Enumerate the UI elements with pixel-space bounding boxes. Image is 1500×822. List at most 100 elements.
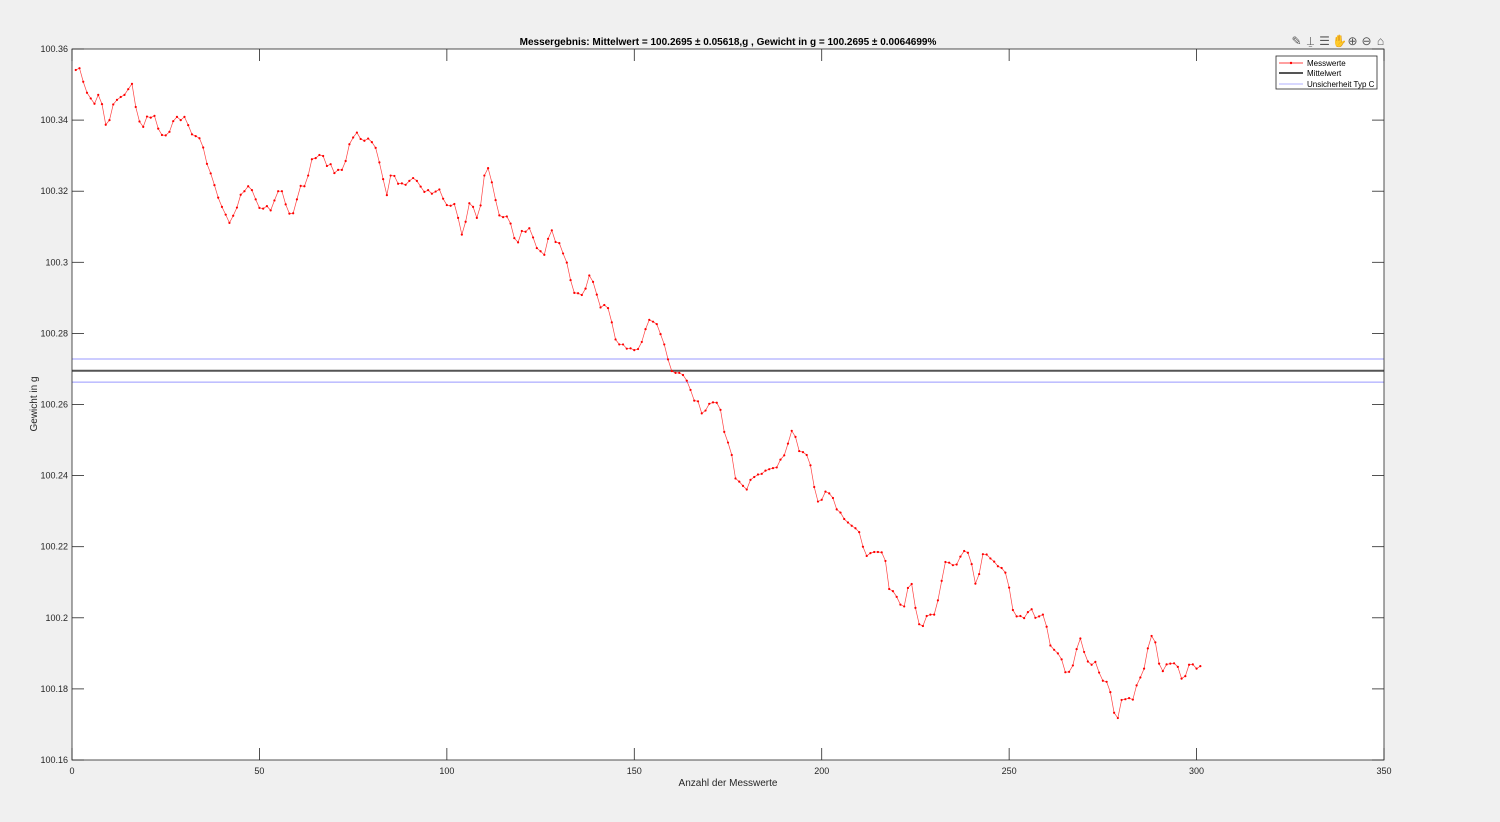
messwerte-point	[1034, 616, 1037, 619]
messwerte-point	[565, 261, 568, 264]
data-tip-icon[interactable]: ⍊	[1306, 34, 1315, 48]
messwerte-point	[1015, 615, 1018, 618]
messwerte-point	[1026, 611, 1029, 614]
messwerte-point	[453, 202, 456, 206]
messwerte-point	[899, 603, 902, 606]
zoom-in-icon[interactable]: ⊕	[1347, 34, 1358, 48]
messwerte-point	[412, 176, 415, 180]
messwerte-point	[858, 531, 861, 534]
messwerte-point	[468, 202, 471, 205]
messwerte-point	[232, 214, 235, 217]
plot-area[interactable]	[72, 49, 1384, 760]
pan-hand-icon[interactable]: ✋	[1332, 34, 1347, 48]
messwerte-point	[498, 214, 501, 217]
messwerte-point	[190, 133, 194, 136]
legend[interactable]: Messwerte Mittelwert Unsicherheit Typ C	[1275, 55, 1378, 90]
messwerte-point	[1184, 675, 1187, 678]
messwerte-point	[1101, 679, 1104, 682]
brush-icon[interactable]: ✎	[1291, 34, 1302, 48]
messwerte-point	[749, 478, 752, 481]
messwerte-point	[1094, 660, 1097, 663]
messwerte-point	[651, 320, 655, 323]
messwerte-point	[1150, 634, 1153, 638]
messwerte-point	[284, 203, 287, 206]
messwerte-point	[873, 550, 876, 554]
messwerte-point	[378, 161, 381, 164]
messwerte-point	[798, 449, 801, 453]
messwerte-point	[1154, 641, 1157, 644]
messwerte-point	[1120, 698, 1123, 702]
messwerte-point	[430, 192, 433, 195]
messwerte-point	[610, 321, 613, 324]
messwerte-point	[693, 399, 696, 402]
messwerte-point	[1113, 711, 1116, 714]
messwerte-point	[303, 185, 306, 188]
messwerte-point	[340, 168, 343, 171]
messwerte-point	[516, 241, 520, 244]
messwerte-point	[1041, 613, 1044, 616]
messwerte-point	[269, 209, 272, 212]
messwerte-point	[1139, 676, 1142, 679]
messwerte-point	[509, 222, 512, 225]
messwerte-point	[700, 412, 703, 415]
x-tick-label: 200	[814, 766, 829, 776]
messwerte-point	[606, 307, 610, 310]
messwerte-point	[670, 369, 673, 373]
messwerte-point	[869, 551, 872, 555]
messwerte-point	[295, 198, 299, 201]
messwerte-point	[944, 560, 947, 564]
messwerte-point	[839, 511, 842, 514]
messwerte-point	[715, 401, 718, 404]
messwerte-point	[389, 174, 392, 177]
messwerte-point	[228, 221, 231, 224]
messwerte-point	[974, 582, 977, 585]
y-tick-label: 100.26	[40, 400, 68, 410]
messwerte-point	[786, 442, 790, 445]
x-tick-label: 300	[1189, 766, 1204, 776]
messwerte-point	[775, 466, 778, 469]
messwerte-point	[933, 613, 936, 616]
y-tick-label: 100.22	[40, 542, 68, 552]
messwerte-point	[925, 614, 928, 618]
messwerte-point	[655, 323, 658, 326]
messwerte-point	[164, 134, 167, 137]
messwerte-point	[850, 524, 853, 527]
messwerte-point	[734, 477, 737, 480]
messwerte-point	[996, 565, 999, 568]
messwerte-point	[764, 469, 767, 472]
messwerte-point	[112, 103, 115, 106]
messwerte-point	[363, 139, 366, 142]
messwerte-point	[1008, 586, 1011, 589]
messwerte-point	[262, 207, 265, 210]
zoom-out-icon[interactable]: ⊖	[1361, 34, 1372, 48]
messwerte-point	[910, 582, 913, 586]
messwerte-point	[265, 205, 269, 208]
messwerte-point	[224, 213, 227, 216]
messwerte-point	[415, 179, 418, 182]
messwerte-point	[918, 623, 921, 626]
messwerte-point	[591, 280, 595, 283]
messwerte-point	[843, 517, 846, 521]
messwerte-point	[689, 388, 692, 392]
messwerte-point	[835, 508, 838, 511]
messwerte-point	[1105, 680, 1108, 683]
messwerte-point	[483, 174, 486, 177]
messwerte-point	[1056, 652, 1059, 655]
messwerte-point	[145, 115, 149, 118]
legend-icon[interactable]: ☰	[1319, 34, 1330, 48]
messwerte-point	[89, 97, 92, 100]
messwerte-point	[831, 496, 835, 500]
messwerte-point	[790, 429, 793, 432]
messwerte-point	[445, 203, 448, 207]
x-tick-label: 50	[254, 766, 264, 776]
messwerte-point	[337, 168, 340, 171]
home-icon[interactable]: ⌂	[1376, 34, 1385, 48]
messwerte-point	[981, 553, 985, 556]
messwerte-point	[318, 153, 321, 157]
messwerte-point	[813, 485, 816, 489]
messwerte-point	[906, 586, 910, 590]
messwerte-point	[220, 205, 224, 208]
messwerte-point	[78, 67, 81, 70]
messwerte-point	[1000, 566, 1003, 570]
